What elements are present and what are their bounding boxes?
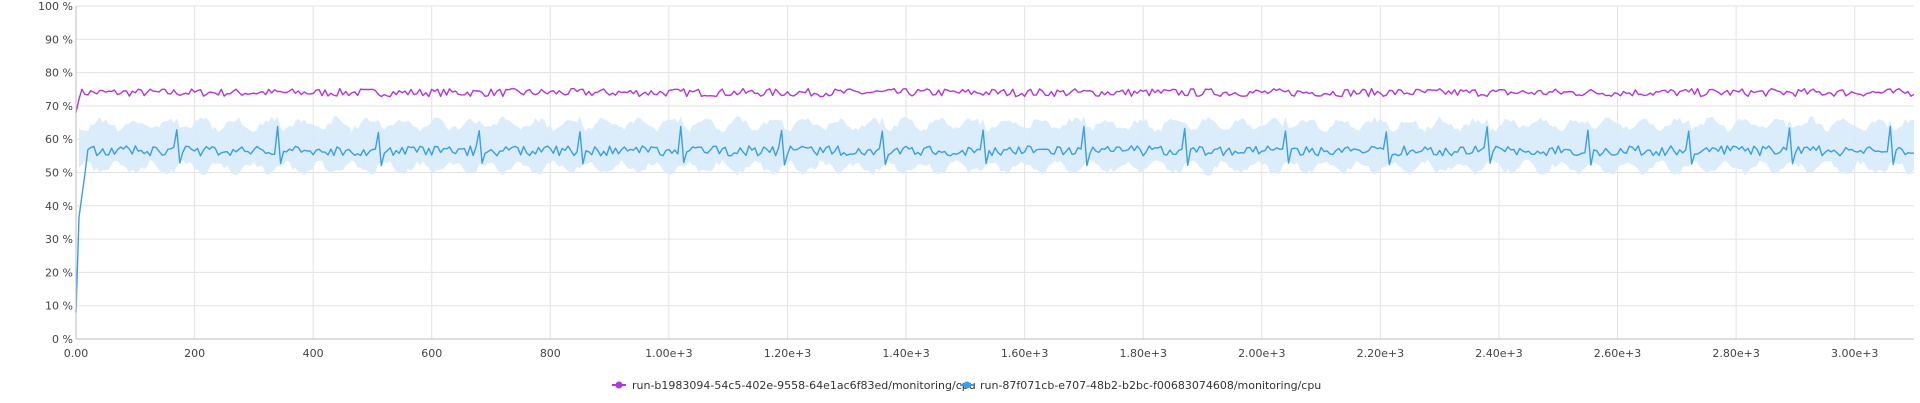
x-tick-label: 1.80e+3 (1119, 347, 1166, 360)
x-tick-label: 2.80e+3 (1712, 347, 1759, 360)
grid-layer (75, 5, 1914, 340)
y-tick-label: 100 % (38, 0, 73, 13)
x-tick-label: 1.00e+3 (645, 347, 692, 360)
y-tick-label: 90 % (45, 33, 73, 46)
x-tick-label: 1.60e+3 (1001, 347, 1048, 360)
legend-swatch-marker (615, 381, 623, 389)
y-tick-label: 60 % (45, 133, 73, 146)
legend-swatch-marker (963, 381, 971, 389)
y-tick-label: 20 % (45, 266, 73, 279)
x-tick-label: 3.00e+3 (1831, 347, 1878, 360)
x-tick-label: 1.40e+3 (882, 347, 929, 360)
y-tick-label: 30 % (45, 233, 73, 246)
x-tick-label: 200 (184, 347, 205, 360)
band-layer (79, 116, 1914, 176)
x-tick-label: 2.20e+3 (1357, 347, 1404, 360)
series-1-line[interactable] (75, 87, 1915, 113)
y-tick-label: 10 % (45, 300, 73, 313)
x-tick-label: 800 (540, 347, 561, 360)
series-layer (75, 87, 1915, 313)
legend[interactable]: run-b1983094-54c5-402e-9558-64e1ac6f83ed… (612, 379, 1321, 392)
y-tick-label: 50 % (45, 167, 73, 180)
x-tick-label: 2.60e+3 (1594, 347, 1641, 360)
y-tick-label: 0 % (52, 333, 73, 346)
series-2-range-band (79, 116, 1914, 176)
x-tick-label: 1.20e+3 (764, 347, 811, 360)
y-tick-label: 40 % (45, 200, 73, 213)
x-tick-label: 400 (303, 347, 324, 360)
legend-item-1[interactable]: run-b1983094-54c5-402e-9558-64e1ac6f83ed… (612, 379, 976, 392)
x-tick-label: 0.00 (64, 347, 89, 360)
x-tick-label: 2.00e+3 (1238, 347, 1285, 360)
legend-item-2[interactable]: run-87f071cb-e707-48b2-b2bc-f00683074608… (960, 379, 1321, 392)
legend-label: run-87f071cb-e707-48b2-b2bc-f00683074608… (980, 379, 1321, 392)
series-2-line[interactable] (75, 125, 1915, 313)
x-tick-label: 2.40e+3 (1475, 347, 1522, 360)
axis-layer: 0 % 10 % 20 % 30 % 40 % 50 % 60 % 70 % 80 % 90 % 1… (38, 0, 1914, 360)
legend-label: run-b1983094-54c5-402e-9558-64e1ac6f83ed… (632, 379, 976, 392)
y-tick-label: 70 % (45, 100, 73, 113)
x-tick-label: 600 (421, 347, 442, 360)
y-tick-label: 80 % (45, 67, 73, 80)
